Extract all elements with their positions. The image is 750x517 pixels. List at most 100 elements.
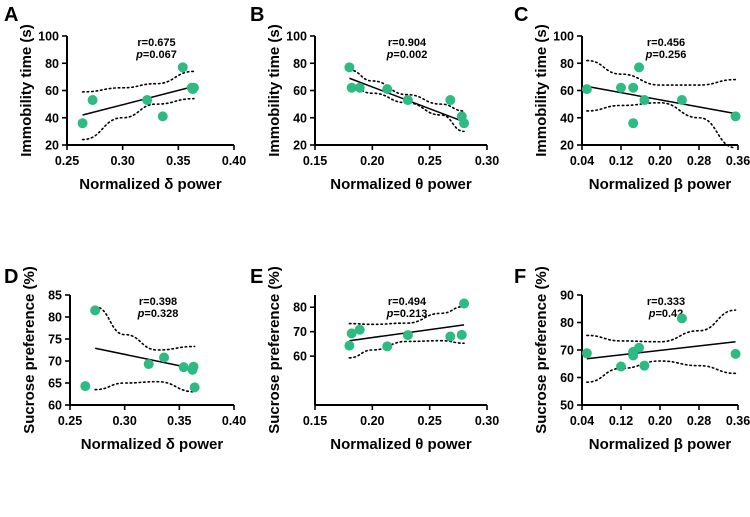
x-tick-label-b: 0.30 xyxy=(475,154,499,168)
ci-upper-e xyxy=(348,305,465,326)
r-value-d: r=0.398 xyxy=(139,296,177,308)
data-point-e xyxy=(402,330,413,341)
r-value-b: r=0.904 xyxy=(388,37,427,49)
x-tick-label-b: 0.20 xyxy=(360,154,384,168)
x-tick-label-b: 0.25 xyxy=(417,154,441,168)
ci-upper-a xyxy=(81,70,195,93)
data-point-f xyxy=(628,350,639,361)
ci-lower-c xyxy=(586,101,737,149)
data-point-b xyxy=(459,118,470,129)
data-point-c xyxy=(639,95,650,106)
y-tick-label-d: 75 xyxy=(48,333,62,347)
data-point-d xyxy=(178,362,189,373)
data-point-d xyxy=(90,305,101,316)
y-tick-label-c: 60 xyxy=(560,84,574,98)
data-point-e xyxy=(445,331,456,342)
y-tick-label-e: 70 xyxy=(293,325,307,339)
y-tick-label-b: 40 xyxy=(293,111,307,125)
y-axis-title-f: Sucrose preference (%) xyxy=(533,266,550,434)
y-tick-label-d: 60 xyxy=(48,399,62,413)
ci-upper-b xyxy=(348,69,465,112)
y-axis-title-b: Immobility time (s) xyxy=(266,24,283,157)
data-point-e xyxy=(456,329,467,340)
y-tick-label-f: 70 xyxy=(560,344,574,358)
regression-line-a xyxy=(82,85,195,116)
ci-lower-e xyxy=(348,339,465,359)
y-axis-title-d: Sucrose preference (%) xyxy=(21,266,38,434)
y-tick-label-b: 100 xyxy=(286,30,307,44)
data-point-b xyxy=(346,82,357,93)
x-tick-label-e: 0.15 xyxy=(303,414,327,428)
ci-upper-c xyxy=(586,59,737,86)
y-tick-label-f: 90 xyxy=(560,289,574,303)
data-point-b xyxy=(354,82,365,93)
ci-upper-d xyxy=(94,306,196,351)
y-axis-title-c: Immobility time (s) xyxy=(533,24,550,157)
x-tick-label-e: 0.25 xyxy=(417,414,441,428)
data-point-b xyxy=(344,62,355,73)
x-axis-title-d: Normalized δ power xyxy=(81,436,224,453)
y-tick-label-b: 20 xyxy=(293,139,307,153)
data-point-a xyxy=(142,95,153,106)
y-tick-label-f: 60 xyxy=(560,371,574,385)
ci-upper-f xyxy=(586,309,737,343)
r-value-f: r=0.333 xyxy=(647,296,685,308)
panel-f: F 50 60 70 80 90 0.04 0.12 0.20 0.28 0.36 Normalize… xyxy=(514,266,750,453)
x-tick-label-f: 0.36 xyxy=(726,414,750,428)
x-tick-label-a: 0.25 xyxy=(55,154,79,168)
y-tick-label-a: 20 xyxy=(45,139,59,153)
x-axis-title-b: Normalized θ power xyxy=(330,176,472,193)
data-point-d xyxy=(159,352,170,363)
x-axis-title-f: Normalized β power xyxy=(589,436,732,453)
data-point-a xyxy=(177,62,188,73)
y-tick-label-d: 70 xyxy=(48,355,62,369)
y-axis-title-e: Sucrose preference (%) xyxy=(266,266,283,434)
ci-lower-a xyxy=(81,97,195,141)
data-point-a xyxy=(87,95,98,106)
y-tick-label-d: 85 xyxy=(48,289,62,303)
x-tick-label-d: 0.30 xyxy=(112,414,136,428)
p-value-b: p=0.002 xyxy=(386,49,428,61)
data-point-f xyxy=(616,361,626,372)
x-tick-label-f: 0.12 xyxy=(609,414,633,428)
data-point-d xyxy=(80,381,91,392)
data-point-f xyxy=(676,313,687,324)
regression-line-d xyxy=(94,347,195,370)
data-point-a xyxy=(188,82,199,93)
x-tick-label-c: 0.20 xyxy=(648,154,672,168)
p-value-c: p=0.256 xyxy=(645,49,687,61)
regression-line-f xyxy=(586,341,736,360)
data-point-c xyxy=(581,84,592,95)
y-axis-title-a: Immobility time (s) xyxy=(18,24,35,157)
ci-lower-f xyxy=(586,360,737,383)
x-axis-title-e: Normalized θ power xyxy=(330,436,472,453)
x-tick-label-e: 0.30 xyxy=(475,414,499,428)
data-point-c xyxy=(634,62,645,73)
data-point-f xyxy=(634,342,645,353)
panel-label-c: C xyxy=(514,4,528,26)
x-tick-label-d: 0.25 xyxy=(58,414,82,428)
y-tick-label-b: 80 xyxy=(293,57,307,71)
x-tick-label-f: 0.20 xyxy=(648,414,672,428)
data-point-a xyxy=(77,118,88,129)
p-value-a: p=0.067 xyxy=(135,49,177,61)
data-point-c xyxy=(730,111,741,122)
data-point-d xyxy=(143,359,154,370)
x-tick-label-a: 0.40 xyxy=(222,154,246,168)
p-value-d: p=0.328 xyxy=(137,308,179,320)
panel-c: C 20 40 60 80 100 0.04 0.12 0.20 0.28 0.36 Normaliz… xyxy=(514,4,750,193)
ci-lower-d xyxy=(94,380,196,393)
panel-label-b: B xyxy=(250,4,264,26)
data-point-c xyxy=(628,82,639,93)
data-point-e xyxy=(344,340,355,351)
x-tick-label-b: 0.15 xyxy=(303,154,327,168)
x-tick-label-a: 0.30 xyxy=(110,154,134,168)
y-tick-label-a: 40 xyxy=(45,111,59,125)
data-point-e xyxy=(382,341,393,352)
x-tick-label-a: 0.35 xyxy=(166,154,190,168)
data-point-f xyxy=(730,348,741,359)
